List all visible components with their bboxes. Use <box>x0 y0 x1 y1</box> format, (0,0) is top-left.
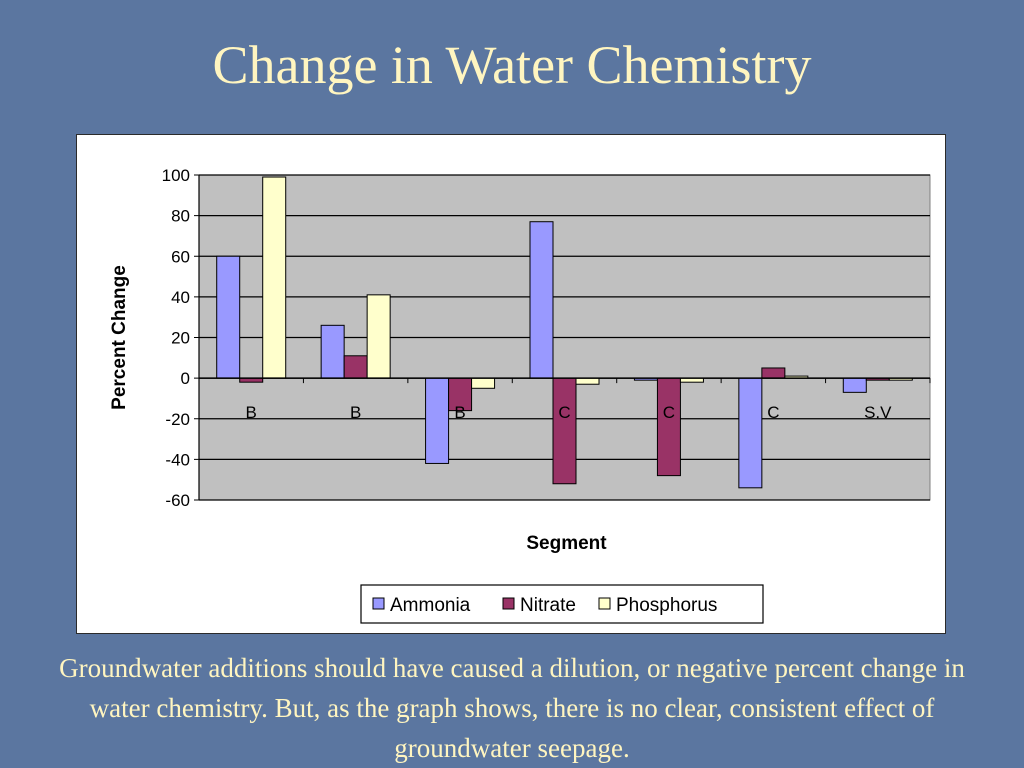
bar-phosphorus-1 <box>366 294 391 379</box>
bar-phosphorus-2 <box>471 377 496 389</box>
bar-ammonia-5 <box>738 377 763 489</box>
legend-box <box>360 584 764 624</box>
legend-label-nitrate: Nitrate <box>520 595 576 616</box>
bar-nitrate-1 <box>343 355 368 379</box>
x-axis-label: Segment <box>526 533 607 554</box>
y-tick-label: -40 <box>165 450 190 469</box>
x-category-label: C <box>767 403 779 422</box>
bars <box>216 176 913 489</box>
slide-caption: Groundwater additions should have caused… <box>59 653 965 763</box>
bar-ammonia-0 <box>216 255 241 379</box>
y-axis-label: Percent Change <box>109 265 130 410</box>
bar-ammonia-1 <box>320 324 345 379</box>
legend-label-ammonia: Ammonia <box>390 595 471 616</box>
legend-swatch-nitrate <box>502 597 515 610</box>
x-category-label: C <box>663 403 675 422</box>
y-tick-labels: 100 80 60 40 20 0 -20 -40 -60 <box>162 166 190 510</box>
bar-nitrate-5 <box>761 367 786 379</box>
y-tick-label: -20 <box>165 410 190 429</box>
y-tick-label: 80 <box>171 207 190 226</box>
x-tick-marks <box>198 378 931 384</box>
x-category-label: B <box>350 403 361 422</box>
bar-ammonia-6 <box>842 377 867 393</box>
bar-nitrate-3 <box>552 377 577 485</box>
legend: Ammonia Nitrate Phosphorus <box>360 584 764 624</box>
x-category-labels: B B B C C C S.V <box>246 403 893 422</box>
y-tick-label: 100 <box>162 166 190 185</box>
slide-title: Change in Water Chemistry <box>212 35 812 95</box>
x-category-label: S.V <box>864 403 892 422</box>
x-category-label: B <box>246 403 257 422</box>
legend-label-phosphorus: Phosphorus <box>616 595 717 616</box>
bar-ammonia-3 <box>529 221 554 379</box>
legend-swatch-phosphorus <box>598 597 611 610</box>
legend-swatch-ammonia <box>372 597 385 610</box>
y-tick-label: 40 <box>171 288 190 307</box>
bar-chart: 100 80 60 40 20 0 -20 -40 -60 B B B C C C S.V Percent … <box>109 166 931 624</box>
chart-panel: 100 80 60 40 20 0 -20 -40 -60 B B B C C C S.V Percent … <box>76 134 946 634</box>
y-tick-label: 0 <box>181 369 190 388</box>
x-category-label: B <box>454 403 465 422</box>
y-tick-label: -60 <box>165 491 190 510</box>
bar-phosphorus-3 <box>575 377 600 385</box>
y-tick-label: 20 <box>171 329 190 348</box>
bar-ammonia-2 <box>425 377 450 464</box>
x-category-label: C <box>558 403 570 422</box>
y-tick-label: 60 <box>171 247 190 266</box>
bar-nitrate-4 <box>656 377 681 477</box>
bar-phosphorus-0 <box>262 176 287 379</box>
